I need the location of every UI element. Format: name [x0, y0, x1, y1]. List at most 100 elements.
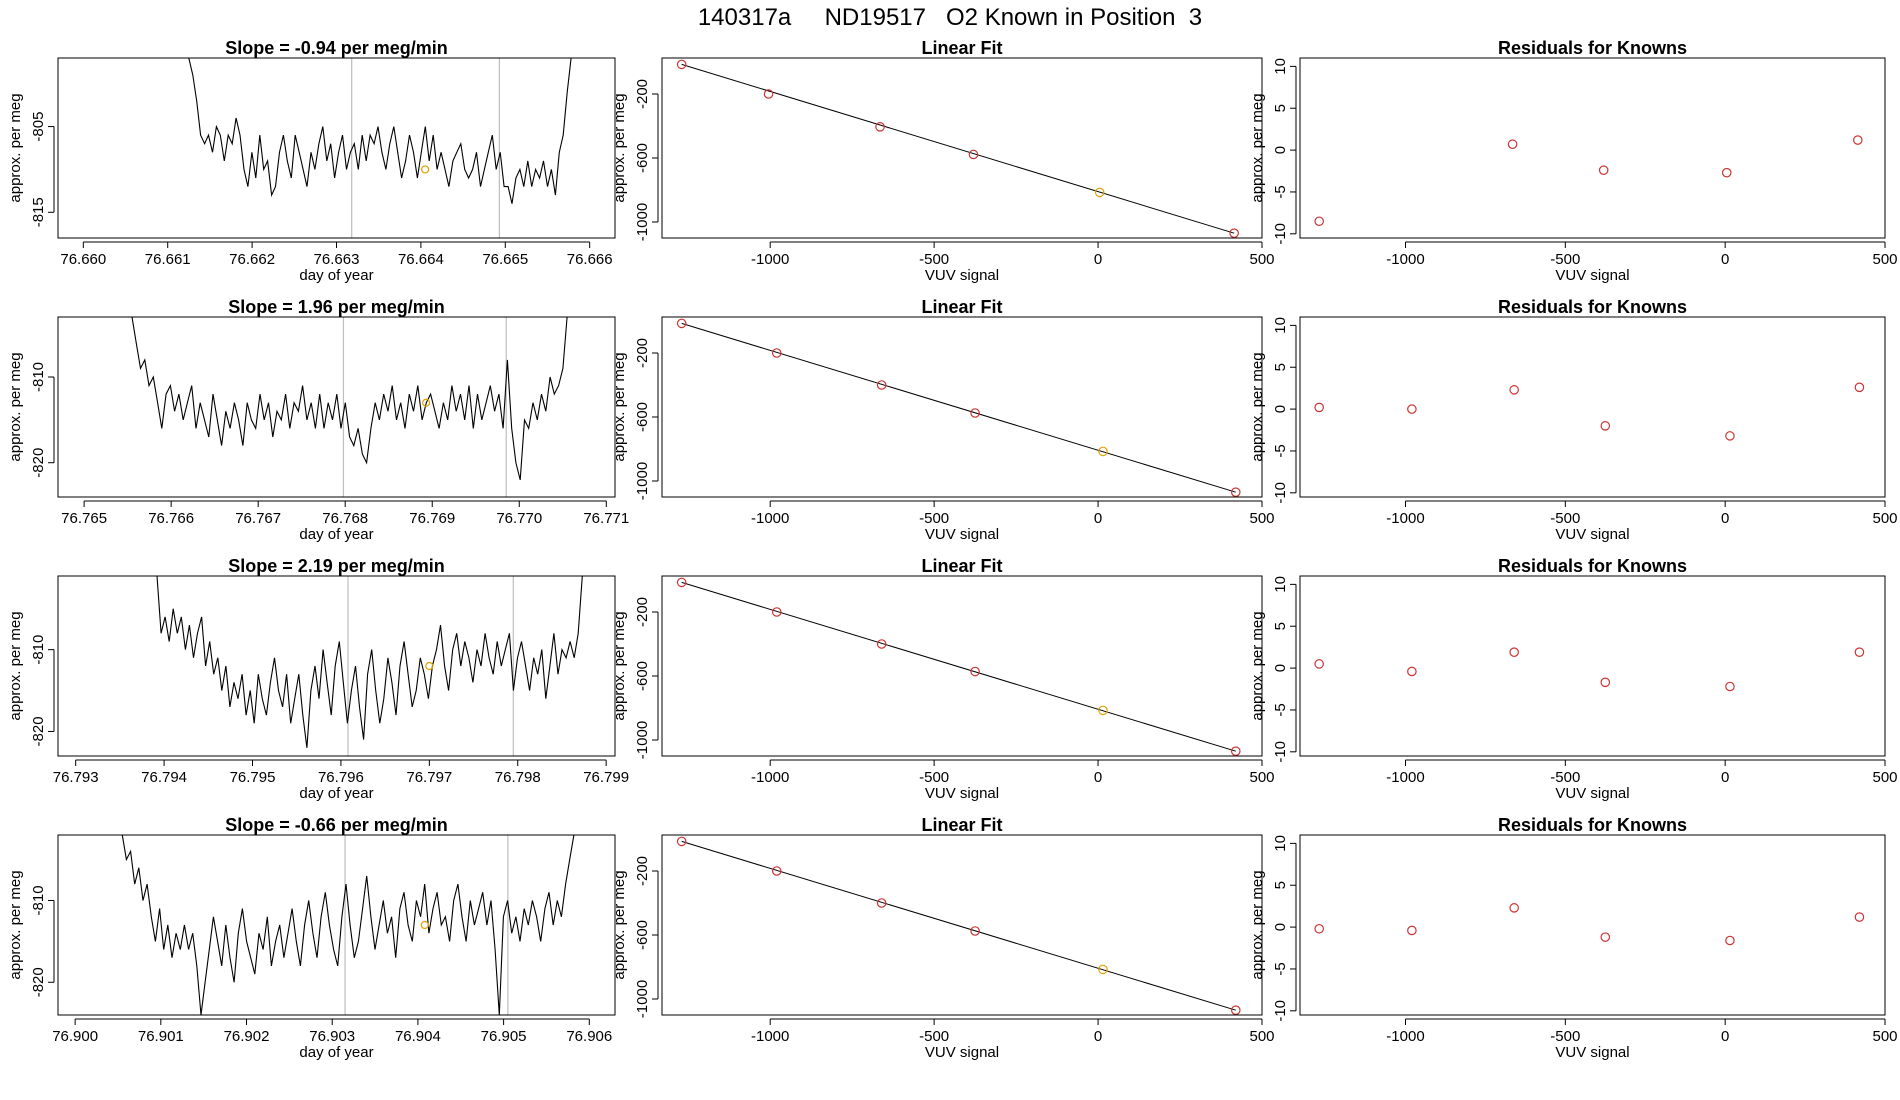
panel-2-0-x-tick-label-5: 76.798 [495, 769, 541, 786]
panel-1-1-y-tick-label-2: -1000 [634, 462, 651, 500]
panel-1-0-x-tick-label-4: 76.769 [409, 510, 455, 527]
panel-3-2-point-3 [1600, 932, 1611, 942]
panel-1-1-frame [661, 316, 1263, 498]
panel-0-0-x-tick-label-0: 76.660 [60, 251, 106, 268]
panel-3-2-y-label: approx. per meg [1249, 870, 1266, 979]
panel-1-1-point-3 [970, 408, 980, 418]
panel-3-2-frame [1299, 834, 1886, 1016]
panel-1-0-x-tick-label-6: 76.771 [583, 510, 629, 527]
panel-3-1-x-tick-label-1: -500 [919, 1028, 949, 1045]
panel-3-0-x-tick-label-0: 76.900 [52, 1028, 98, 1045]
panel-1-1-data [676, 318, 1241, 497]
panel-2-2-point-4 [1725, 681, 1735, 692]
panel-3-1-y-tick-label-0: -200 [634, 856, 651, 886]
panel-3-1-x-label: VUV signal [925, 1044, 999, 1061]
panel-0-2-data [1314, 135, 1863, 227]
panel-0-0-highlight-point [421, 165, 430, 174]
panel-3-2-y-tick-label-1: 5 [1272, 881, 1289, 889]
panel-2-2-point-3 [1600, 677, 1611, 688]
panel-0-0-x-tick-label-4: 76.664 [398, 251, 444, 268]
panel-2-2-y-tick-label-3: -5 [1272, 703, 1289, 716]
panel-3-1-title: Linear Fit [921, 815, 1002, 835]
panel-1-0-title: Slope = 1.96 per meg/min [228, 297, 445, 317]
panel-3-0-x-tick-label-5: 76.905 [481, 1028, 527, 1045]
panel-0-2-y-tick-label-3: -5 [1272, 185, 1289, 198]
panel-2-1-y-tick-label-0: -200 [634, 597, 651, 627]
panel-2-0-highlight-point [425, 661, 434, 671]
panel-0-2-x-tick-label-2: 0 [1721, 251, 1729, 268]
panel-0-1-point-4 [1094, 187, 1105, 198]
panel-3-0-y-tick-label-1: -820 [30, 967, 47, 997]
panel-2-1-point-2 [876, 639, 887, 649]
panel-3-2-point-2 [1509, 903, 1519, 913]
panel-0-2-y-tick-label-0: 10 [1272, 58, 1289, 75]
panel-2-1-point-0 [676, 577, 687, 588]
panel-2-1-data [676, 577, 1241, 756]
panel-0-1-x-label: VUV signal [925, 267, 999, 284]
panel-3-1-y-tick-label-1: -600 [634, 920, 651, 950]
panel-3-1-y-tick-label-2: -1000 [634, 980, 651, 1018]
panel-1-1-x-tick-label-2: 0 [1094, 510, 1102, 527]
panel-2-1-point-3 [970, 666, 980, 677]
panel-1-0-frame [57, 316, 616, 498]
panel-3-2-x-tick-label-0: -1000 [1386, 1028, 1424, 1045]
panel-0-1-y-tick-label-2: -1000 [634, 203, 651, 241]
panel-2-0-frame [57, 575, 616, 757]
panel-2-2-y-tick-label-0: 10 [1272, 576, 1289, 593]
panel-1-2-point-5 [1854, 382, 1865, 393]
panel-3-2-point-0 [1314, 923, 1324, 934]
panel-2-0-y-tick-label-1: -820 [30, 716, 47, 746]
panel-2-2-point-2 [1509, 647, 1519, 657]
panel-0-2-x-tick-label-3: 500 [1872, 251, 1897, 268]
panel-1-0: Slope = 1.96 per meg/min 76.765 76.766 76.7… [7, 297, 629, 543]
panel-3-0-trace [121, 835, 575, 1015]
panel-2-1-y-tick-label-1: -600 [634, 661, 651, 691]
panel-1-2-point-1 [1407, 404, 1417, 414]
panel-0-1-title: Linear Fit [921, 38, 1002, 58]
panel-2-1-x-label: VUV signal [925, 785, 999, 802]
panel-2-0-title: Slope = 2.19 per meg/min [228, 556, 445, 576]
panel-3-2-y-tick-label-0: 10 [1272, 835, 1289, 852]
panel-2-0-x-tick-label-6: 76.799 [583, 769, 629, 786]
panel-3-2-point-4 [1725, 935, 1735, 946]
panel-3-2-x-tick-label-1: -500 [1550, 1028, 1580, 1045]
panel-2-0-x-tick-label-0: 76.793 [53, 769, 99, 786]
panel-1-2-title: Residuals for Knowns [1498, 297, 1687, 317]
panel-3-2-point-5 [1854, 912, 1865, 922]
panel-0-0-x-label: day of year [299, 267, 373, 284]
panel-3-0-x-tick-label-4: 76.904 [395, 1028, 441, 1045]
panel-1-1-point-5 [1230, 487, 1241, 497]
panel-3-1-data [676, 836, 1241, 1015]
panel-1-2-data [1314, 382, 1865, 441]
panel-1-2-x-tick-label-3: 500 [1872, 510, 1897, 527]
panel-3-1: Linear Fit -1000 -500 0 500 VUV signal -200 -60… [611, 815, 1275, 1061]
panel-3-1-x-tick-label-2: 0 [1094, 1028, 1102, 1045]
panel-3-2-y-tick-label-3: -5 [1272, 962, 1289, 975]
panel-1-0-y-label: approx. per meg [7, 352, 24, 461]
panel-3-2-x-label: VUV signal [1555, 1044, 1629, 1061]
panel-2-0-x-tick-label-3: 76.796 [318, 769, 364, 786]
panel-2-2-x-tick-label-2: 0 [1721, 769, 1729, 786]
panel-0-0-x-tick-label-3: 76.663 [314, 251, 360, 268]
panel-0-2-point-2 [1598, 165, 1609, 175]
panel-2-1: Linear Fit -1000 -500 0 500 VUV signal -200 -60… [611, 556, 1275, 802]
panel-3-0-x-tick-label-3: 76.903 [309, 1028, 355, 1045]
panel-0-1-x-tick-label-1: -500 [919, 251, 949, 268]
panel-0-2-y-tick-label-1: 5 [1272, 104, 1289, 112]
panel-0-1-y-label: approx. per meg [611, 93, 628, 202]
panel-1-0-x-tick-label-1: 76.766 [148, 510, 194, 527]
panel-2-2-x-tick-label-0: -1000 [1386, 769, 1424, 786]
panel-0-1-point-5 [1229, 228, 1239, 238]
panel-3-0-data [121, 835, 575, 1015]
panel-2-2-point-0 [1314, 659, 1324, 669]
panel-1-2-frame [1299, 316, 1886, 498]
panel-2-1-x-tick-label-2: 0 [1094, 769, 1102, 786]
panel-0-2-y-label: approx. per meg [1249, 93, 1266, 202]
panel-1-0-x-label: day of year [299, 526, 373, 543]
panel-0-1-y-tick-label-1: -600 [634, 143, 651, 173]
panel-0-2-title: Residuals for Knowns [1498, 38, 1687, 58]
panel-1-0-x-tick-label-2: 76.767 [235, 510, 281, 527]
panel-1-1-x-tick-label-0: -1000 [751, 510, 789, 527]
panel-1-2-x-tick-label-0: -1000 [1386, 510, 1424, 527]
panel-1-0-data [131, 317, 568, 481]
